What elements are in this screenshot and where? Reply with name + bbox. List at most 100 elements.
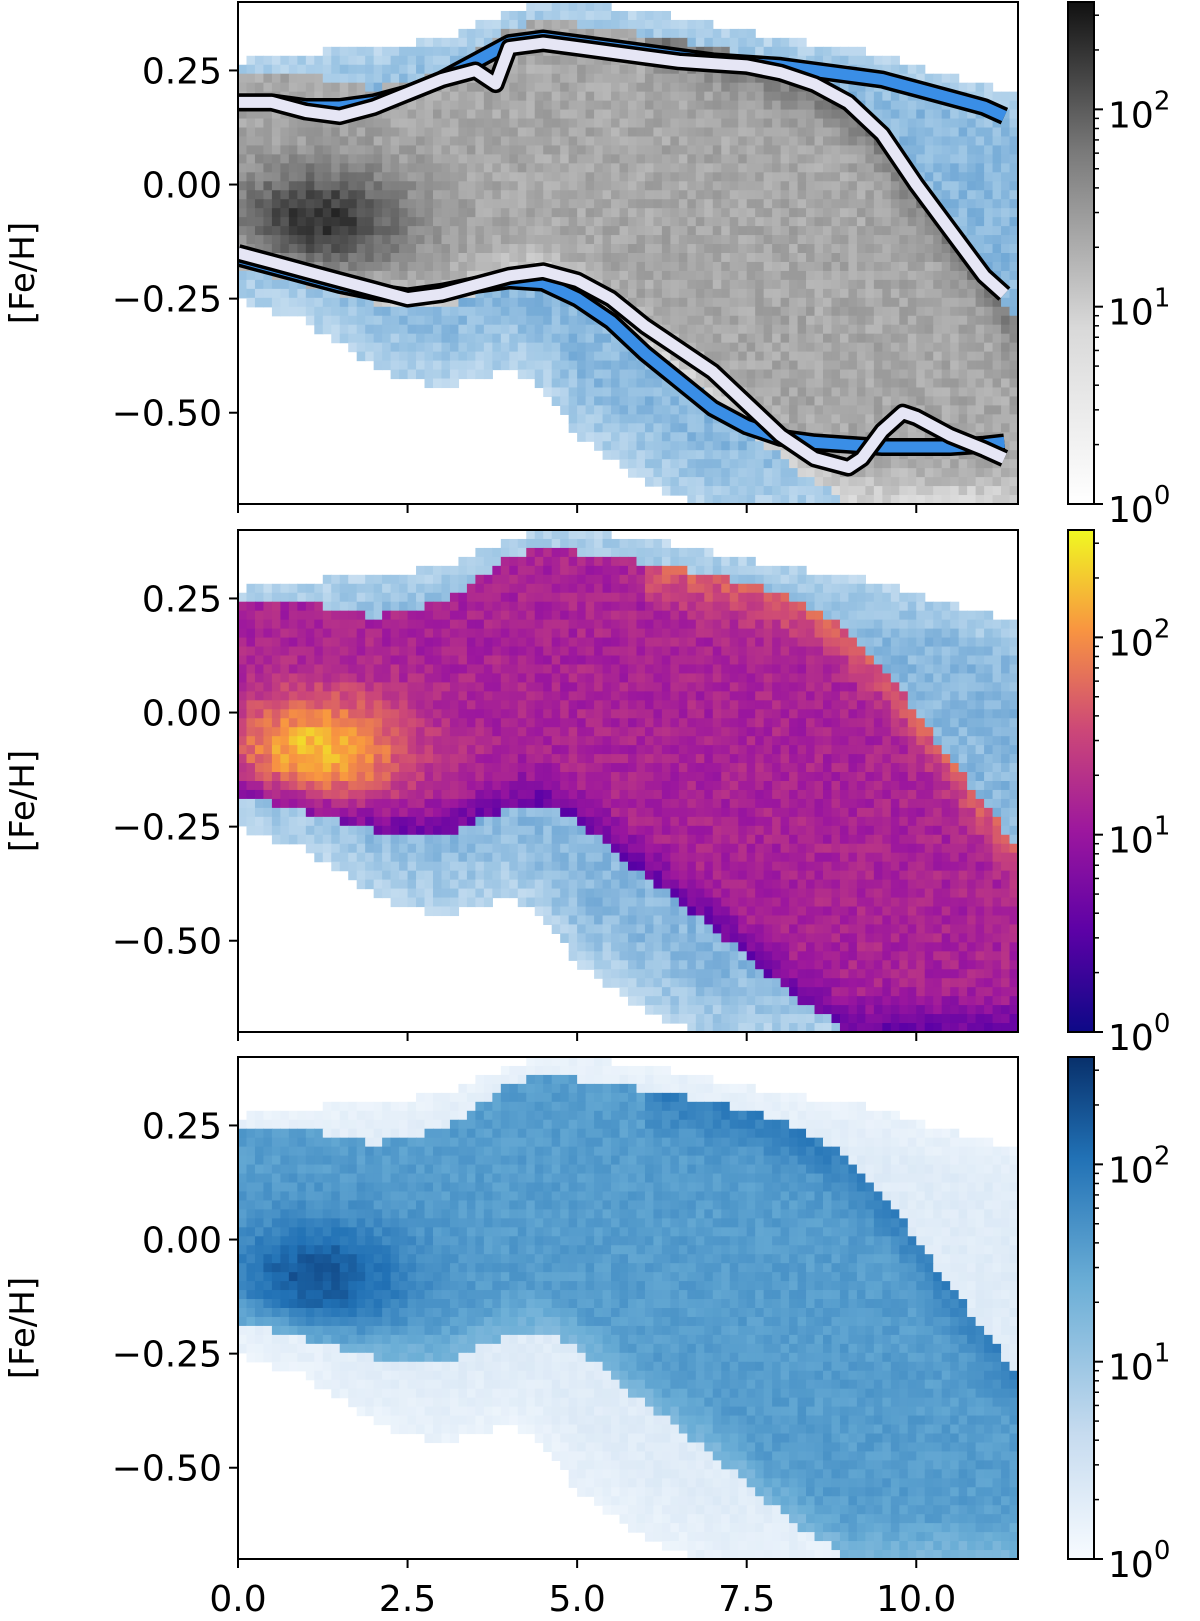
heatmap-cell (738, 253, 748, 263)
heatmap-cell (729, 37, 739, 48)
heatmap-cell (509, 109, 519, 120)
heatmap-cell (712, 46, 722, 57)
heatmap-cell (967, 235, 977, 245)
heatmap-cell (839, 405, 850, 415)
heatmap-cell (763, 46, 773, 57)
heatmap-cell (823, 145, 833, 155)
heatmap-cell (628, 360, 638, 371)
heatmap-cell (619, 574, 629, 585)
heatmap-cell (619, 10, 629, 21)
heatmap-cell (399, 208, 409, 218)
heatmap-cell (509, 181, 519, 191)
heatmap-cell (780, 127, 790, 138)
heatmap-cell (305, 217, 315, 227)
heatmap-cell (509, 547, 519, 558)
heatmap-cell (449, 351, 460, 362)
heatmap-cell (356, 145, 366, 155)
heatmap-cell (856, 360, 866, 371)
heatmap-cell (839, 154, 850, 164)
heatmap-cell (890, 486, 900, 496)
heatmap-cell (399, 73, 409, 84)
heatmap-cell (687, 565, 697, 576)
heatmap-cell (967, 190, 977, 200)
heatmap-cell (407, 190, 417, 200)
heatmap-cell (356, 342, 366, 353)
heatmap-cell (941, 628, 951, 639)
heatmap-cell (848, 601, 858, 612)
heatmap-cell (551, 396, 561, 406)
heatmap-cell (534, 208, 544, 218)
heatmap-cell (882, 172, 892, 182)
heatmap-cell (865, 405, 875, 415)
heatmap-cell (670, 217, 680, 227)
heatmap-cell (704, 459, 714, 469)
heatmap-cell (1001, 297, 1011, 308)
heatmap-cell (984, 82, 994, 93)
heatmap-cell (271, 190, 281, 200)
heatmap-cell (509, 163, 519, 173)
heatmap-cell (839, 583, 850, 594)
heatmap-cell (433, 628, 443, 639)
heatmap-cell (873, 628, 883, 639)
heatmap-cell (823, 288, 833, 299)
heatmap-cell (585, 118, 595, 129)
heatmap-cell (984, 91, 994, 102)
heatmap-cell (373, 601, 383, 612)
heatmap-cell (560, 100, 570, 111)
heatmap-cell (271, 73, 281, 84)
heatmap-cell (958, 360, 968, 371)
heatmap-cell (449, 297, 460, 308)
heatmap-cell (619, 279, 629, 290)
heatmap-cell (543, 574, 553, 585)
heatmap-cell (560, 619, 570, 630)
heatmap-cell (628, 297, 638, 308)
heatmap-cell (738, 226, 748, 236)
heatmap-cell (772, 486, 782, 496)
heatmap-cell (890, 118, 900, 129)
heatmap-cell (721, 270, 731, 281)
heatmap-cell (653, 547, 663, 558)
heatmap-cell (721, 199, 731, 209)
heatmap-cell (916, 64, 926, 75)
heatmap-cell (848, 495, 858, 504)
heatmap-cell (746, 360, 756, 371)
heatmap-cell (331, 64, 341, 75)
heatmap-cell (644, 306, 655, 317)
heatmap-cell (636, 432, 646, 442)
heatmap-cell (644, 583, 655, 594)
heatmap-cell (712, 459, 722, 469)
heatmap-cell (721, 226, 731, 236)
heatmap-cell (670, 583, 680, 594)
heatmap-cell (441, 315, 451, 326)
heatmap-cell (916, 279, 926, 290)
heatmap-cell (729, 342, 739, 353)
heatmap-cell (280, 127, 290, 138)
heatmap-cell (704, 190, 714, 200)
heatmap-cell (644, 459, 655, 469)
heatmap-cell (288, 610, 298, 621)
heatmap-cell (526, 181, 536, 191)
heatmap-cell (449, 342, 460, 353)
heatmap-cell (441, 360, 451, 371)
heatmap-cell (644, 82, 655, 93)
heatmap-cell (678, 619, 688, 630)
heatmap-cell (806, 217, 816, 227)
heatmap-cell (789, 333, 799, 344)
heatmap-cell (678, 459, 688, 469)
heatmap-cell (831, 46, 841, 57)
heatmap-cell (517, 288, 527, 299)
heatmap-cell (271, 288, 281, 299)
heatmap-cell (967, 154, 977, 164)
heatmap-cell (407, 172, 417, 182)
heatmap-cell (288, 297, 298, 308)
heatmap-cell (602, 360, 612, 371)
heatmap-cell (780, 91, 790, 102)
heatmap-cell (958, 324, 968, 335)
heatmap-cell (729, 574, 739, 585)
heatmap-cell (873, 477, 883, 487)
heatmap-cell (1009, 145, 1018, 155)
heatmap-cell (263, 127, 273, 138)
heatmap-cell (560, 253, 570, 263)
heatmap-cell (611, 64, 621, 75)
heatmap-cell (772, 441, 782, 451)
